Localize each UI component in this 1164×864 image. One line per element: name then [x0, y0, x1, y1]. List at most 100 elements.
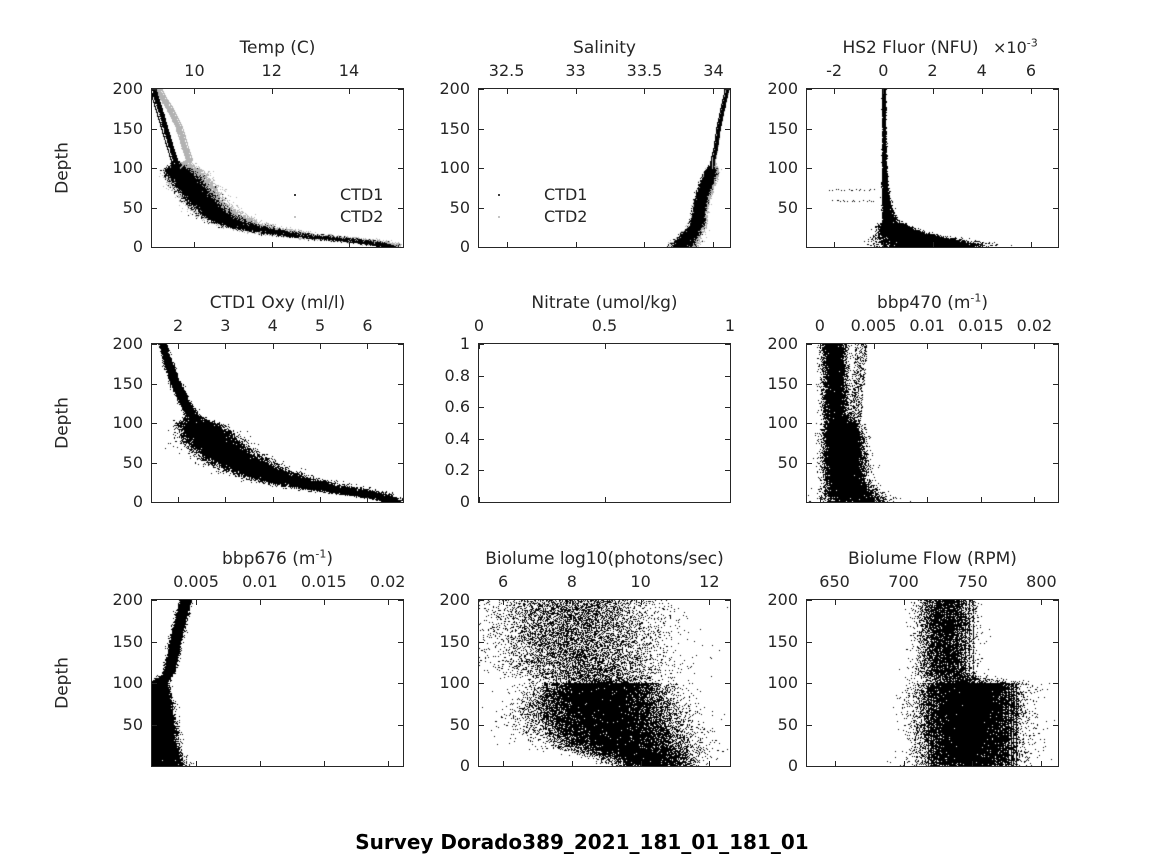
xtickmark-bottom-biolumeflow-2 [972, 761, 974, 766]
ytick-biolumeflow-3: 150 [767, 631, 798, 651]
plot-data-temp [152, 89, 403, 247]
ytickmark-temp-0 [152, 247, 157, 248]
xtickmark-bbp470-4 [1034, 344, 1036, 349]
ytick-ctd1oxy-2: 100 [112, 413, 143, 432]
ytickmark-nitrate-4 [479, 375, 484, 377]
ytickmark-ctd1oxy-2 [152, 423, 157, 424]
xtickmark-bottom-nitrate-1 [604, 497, 606, 502]
ytickmark-right-temp-4 [398, 89, 403, 90]
axes-hs2fluor [806, 88, 1059, 248]
xtickmark-bottom-salinity-2 [644, 242, 646, 247]
xtick-hs2fluor-4: 6 [1025, 61, 1037, 80]
legend-entry-temp-CTD1[interactable]: CTD1 [294, 184, 383, 206]
xtickmark-nitrate-2 [730, 344, 731, 349]
xtickmark-biolume-1 [571, 600, 573, 605]
ytickmark-salinity-0 [479, 247, 484, 248]
ytickmark-right-biolume-4 [725, 600, 730, 601]
xtick-ctd1oxy-4: 6 [362, 316, 373, 335]
ytickmark-right-bbp676-3 [398, 600, 403, 601]
xtickmark-bottom-salinity-0 [506, 242, 508, 247]
ytick-nitrate-2: 0.4 [444, 428, 470, 448]
ytick-biolumeflow-4: 200 [767, 590, 798, 609]
ytickmark-salinity-2 [479, 168, 484, 169]
xtick-ctd1oxy-2: 4 [267, 316, 278, 335]
ytickmark-bbp470-0 [807, 462, 812, 464]
ytickmark-temp-2 [152, 168, 157, 169]
xtickmark-bbp470-1 [873, 344, 875, 349]
xtickmark-ctd1oxy-3 [320, 344, 322, 349]
xtick-biolume-2: 10 [630, 572, 651, 591]
ytickmark-hs2fluor-2 [807, 128, 812, 130]
xtickmark-bottom-bbp470-2 [927, 497, 929, 502]
xtickmark-bottom-nitrate-2 [730, 497, 731, 502]
legend-entry-temp-CTD2[interactable]: CTD2 [294, 206, 383, 228]
xtick-biolume-1: 8 [566, 572, 577, 591]
xtickmark-bottom-bbp676-3 [387, 761, 389, 766]
xtick-nitrate-2: 1 [724, 316, 736, 335]
ytick-biolumeflow-1: 50 [777, 714, 798, 734]
xtickmark-bottom-hs2fluor-2 [932, 242, 934, 247]
xtickmark-bottom-biolume-0 [503, 761, 505, 766]
legend-marker-icon-CTD2 [294, 216, 340, 218]
ytickmark-right-ctd1oxy-1 [398, 462, 403, 464]
xtickmark-bottom-bbp676-0 [196, 761, 198, 766]
ytickmark-biolume-4 [479, 600, 484, 601]
xtickmark-salinity-0 [506, 89, 508, 94]
ytick-ctd1oxy-4: 200 [112, 334, 143, 353]
ytickmark-bbp676-2 [152, 641, 157, 643]
xtick-temp-0: 10 [184, 61, 205, 80]
ytick-hs2fluor-2: 150 [767, 118, 798, 138]
ytickmark-bbp470-2 [807, 383, 812, 385]
ytickmark-right-bbp470-3 [1053, 344, 1058, 345]
legend-entry-salinity-CTD1[interactable]: CTD1 [498, 184, 587, 206]
axis-exponent-hs2fluor: ×10-3 [993, 36, 1038, 57]
ytickmark-right-salinity-4 [725, 89, 730, 90]
axes-biolume [478, 599, 731, 767]
xtickmark-biolume-2 [640, 600, 642, 605]
legend-label-CTD2: CTD2 [544, 207, 588, 226]
xtick-biolume-0: 6 [497, 572, 509, 591]
xtickmark-bbp676-0 [196, 600, 198, 605]
xtickmark-bottom-ctd1oxy-4 [367, 497, 369, 502]
ytickmark-right-ctd1oxy-4 [398, 344, 403, 345]
plot-data-nitrate [479, 344, 730, 502]
ytick-bbp470-0: 50 [777, 452, 798, 472]
ytick-temp-4: 200 [112, 79, 143, 98]
xtickmark-bbp470-3 [980, 344, 982, 349]
ytick-nitrate-4: 0.8 [444, 365, 470, 385]
ytickmark-nitrate-2 [479, 438, 484, 440]
ytick-hs2fluor-0: 50 [777, 197, 798, 217]
xtick-bbp470-4: 0.02 [1016, 316, 1053, 335]
xtickmark-bottom-temp-1 [271, 242, 273, 247]
legend-entry-salinity-CTD2[interactable]: CTD2 [498, 206, 587, 228]
xtickmark-bottom-bbp470-0 [819, 497, 821, 502]
xtick-bbp470-1: 0.005 [850, 316, 897, 335]
ytickmark-biolumeflow-3 [807, 641, 812, 643]
ytick-temp-0: 0 [132, 237, 143, 256]
plot-data-bbp676 [152, 600, 403, 766]
xtick-bbp676-2: 0.015 [300, 572, 347, 591]
xtickmark-bottom-ctd1oxy-2 [272, 497, 274, 502]
ytick-nitrate-1: 0.2 [444, 460, 470, 480]
xtickmark-bottom-hs2fluor-0 [834, 242, 836, 247]
ytickmark-salinity-4 [479, 89, 484, 90]
ytick-salinity-3: 150 [439, 118, 470, 138]
ytickmark-right-salinity-2 [725, 168, 730, 169]
ytickmark-right-nitrate-3 [725, 407, 730, 409]
xtick-biolume-3: 12 [699, 572, 720, 591]
xtickmark-bottom-hs2fluor-1 [883, 242, 885, 247]
ytickmark-right-biolumeflow-0 [1053, 766, 1058, 767]
ytick-hs2fluor-3: 200 [767, 79, 798, 98]
xtick-hs2fluor-0: -2 [826, 61, 843, 80]
ytickmark-right-temp-1 [398, 207, 403, 209]
plot-data-hs2fluor [807, 89, 1058, 247]
ytick-salinity-4: 200 [439, 79, 470, 98]
ytickmark-right-biolumeflow-4 [1053, 600, 1058, 601]
legend-marker-icon-CTD1 [294, 194, 340, 196]
ytick-nitrate-5: 1 [459, 334, 470, 353]
ytickmark-right-nitrate-2 [725, 438, 730, 440]
